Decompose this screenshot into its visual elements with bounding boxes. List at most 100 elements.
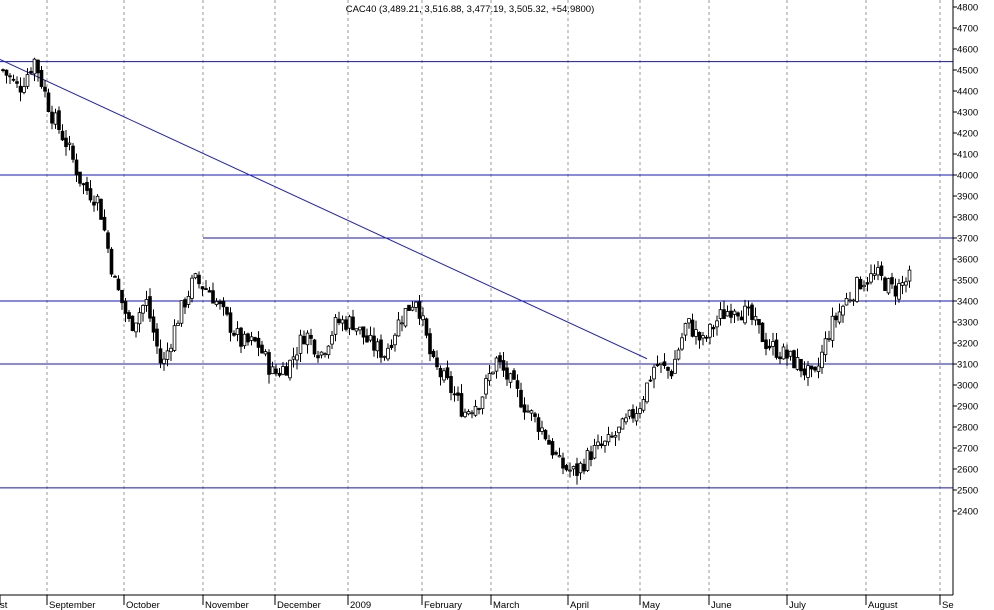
price-tick-label: 3000	[957, 381, 978, 392]
candle-body	[326, 345, 331, 356]
candle-body	[50, 111, 54, 124]
candle-body	[855, 276, 859, 302]
candle-body	[382, 355, 387, 358]
candle-body	[582, 463, 586, 472]
candle-body	[830, 315, 835, 341]
time-tick-label: September	[49, 600, 95, 610]
price-tick-label: 3200	[957, 339, 978, 350]
candle-body	[848, 299, 852, 302]
candle-body	[176, 322, 180, 326]
candle-body	[368, 334, 373, 341]
candle-body	[757, 319, 761, 326]
candle-body	[228, 312, 233, 333]
chart-title: CAC40 (3,489.21, 3,516.88, 3,477.19, 3,5…	[346, 4, 595, 15]
candle-body	[424, 318, 429, 336]
candle-body	[652, 366, 656, 380]
candle-body	[697, 331, 702, 341]
candle-body	[193, 273, 198, 279]
candle-body	[767, 345, 772, 349]
candle-body	[347, 316, 352, 329]
candle-body	[676, 349, 681, 360]
candle-body	[396, 319, 401, 337]
candle-body	[386, 347, 390, 360]
candle-body	[298, 334, 303, 354]
candle-body	[869, 273, 873, 283]
candle-body	[200, 286, 205, 290]
price-tick-label: 4500	[957, 66, 978, 77]
candle-body	[795, 357, 800, 370]
time-tick-label: November	[205, 600, 249, 610]
price-tick-label: 2600	[957, 465, 978, 476]
candle-body	[753, 316, 758, 321]
candle-body	[165, 350, 170, 360]
price-tick-label: 3100	[957, 360, 978, 371]
price-tick-label: 2900	[957, 402, 978, 413]
candle-body	[186, 295, 191, 305]
candle-body	[575, 463, 579, 476]
candle-body	[81, 183, 86, 186]
candle-body	[435, 357, 439, 368]
candle-body	[43, 86, 47, 92]
candle-body	[729, 310, 733, 318]
candle-body	[239, 327, 243, 347]
price-tick-label: 4700	[957, 24, 978, 35]
candle-body	[78, 171, 82, 184]
price-tick-label: 3300	[957, 318, 978, 329]
candle-body	[529, 410, 534, 414]
candle-body	[834, 315, 838, 321]
candle-body	[792, 350, 796, 369]
candle-body	[487, 373, 492, 382]
candle-body	[799, 358, 803, 372]
price-tick-label: 4300	[957, 108, 978, 119]
candle-body	[340, 319, 345, 324]
candle-body	[722, 309, 726, 320]
candle-body	[879, 265, 884, 276]
candle-body	[323, 353, 327, 356]
candle-body	[249, 336, 254, 341]
time-tick-label: st	[0, 600, 8, 610]
trendline	[0, 59, 648, 360]
candle-body	[554, 452, 558, 455]
candle-body	[568, 469, 572, 472]
candle-body	[781, 346, 786, 360]
candle-body	[102, 216, 107, 231]
candle-body	[715, 320, 719, 328]
candle-body	[32, 58, 37, 75]
candle-body	[897, 283, 901, 300]
candle-body	[309, 334, 313, 339]
candle-body	[585, 450, 590, 471]
candle-body	[704, 336, 709, 339]
candle-body	[890, 277, 894, 285]
candle-body	[449, 376, 453, 393]
candle-body	[764, 339, 768, 350]
candle-body	[130, 315, 135, 331]
price-axis: 2400 2500 2600 2700 2800 2900 3000 3100 3200 3300…	[952, 0, 978, 595]
candle-body	[428, 333, 432, 355]
candle-body	[29, 71, 33, 74]
candle-body	[214, 300, 219, 305]
candle-body	[634, 413, 639, 422]
month-grid	[46, 0, 941, 595]
candle-body	[627, 409, 632, 417]
candle-body	[771, 341, 775, 347]
candle-body	[305, 332, 310, 346]
candle-body	[561, 457, 565, 469]
candle-body	[270, 366, 275, 375]
candle-body	[827, 338, 831, 340]
candle-body	[274, 368, 278, 374]
candle-body	[22, 86, 26, 93]
candle-body	[470, 412, 474, 415]
price-tick-label: 3900	[957, 192, 978, 203]
time-tick-label: 2009	[350, 600, 371, 610]
time-tick-label: December	[277, 600, 321, 610]
candle-body	[235, 328, 240, 335]
candle-body	[417, 301, 422, 319]
candle-body	[344, 319, 348, 330]
price-tick-label: 3700	[957, 234, 978, 245]
candle-body	[337, 318, 341, 324]
candle-body	[624, 417, 628, 423]
candle-body	[106, 232, 110, 249]
candle-body	[893, 285, 898, 297]
candle-body	[498, 355, 502, 363]
candle-body	[610, 435, 614, 438]
